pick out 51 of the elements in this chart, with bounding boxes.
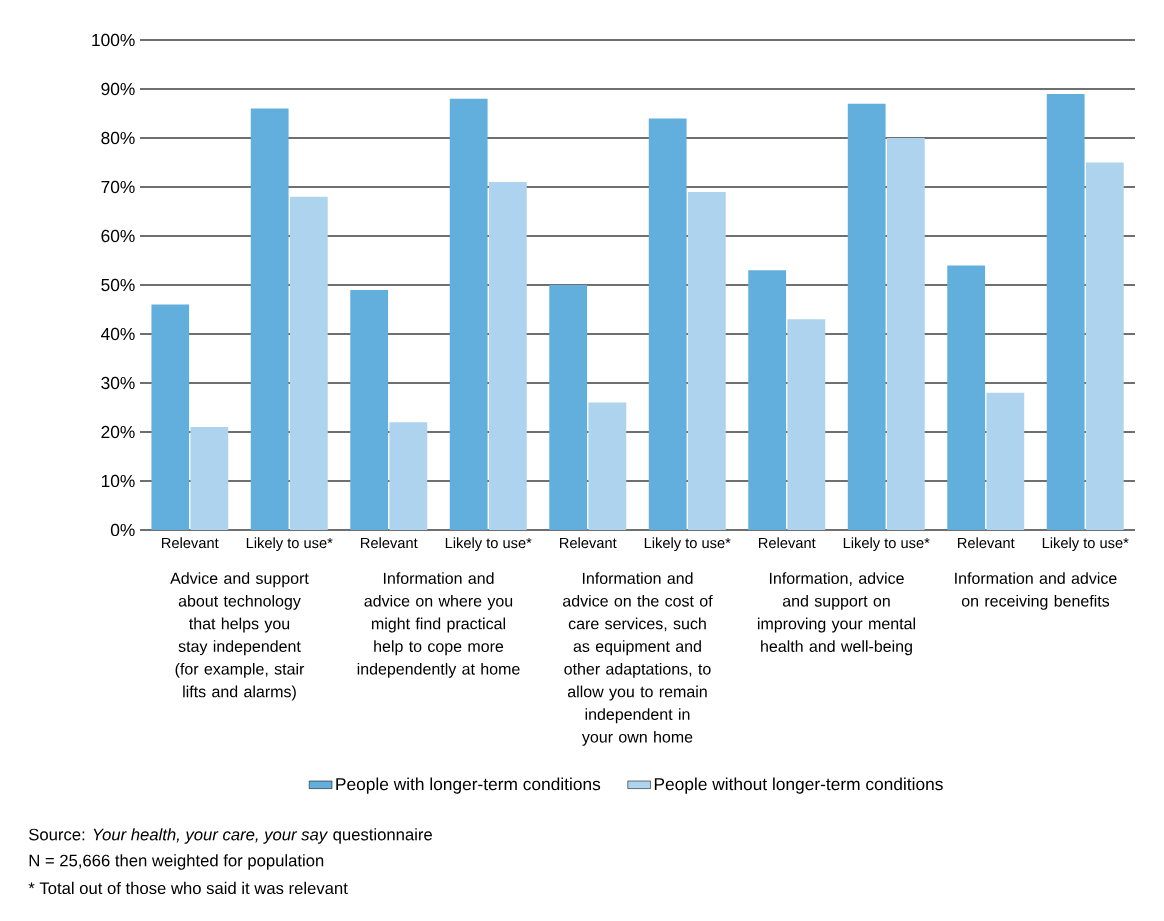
bar bbox=[289, 196, 328, 530]
x-tick-label: Likely to use* bbox=[644, 537, 731, 552]
y-tick-label: 20% bbox=[101, 425, 135, 439]
bar bbox=[847, 103, 886, 530]
bar bbox=[488, 182, 527, 530]
text: Information and advice on receiving benefits bbox=[955, 572, 1117, 610]
bar bbox=[648, 118, 687, 530]
y-tick-label: 10% bbox=[101, 474, 135, 488]
x-tick-label: Likely to use* bbox=[246, 537, 333, 552]
x-tick-label: Likely to use* bbox=[445, 537, 532, 552]
y-tick-label: 50% bbox=[101, 278, 135, 292]
y-tick-label: 30% bbox=[101, 376, 135, 390]
y-tick-label: 70% bbox=[101, 180, 135, 194]
bar bbox=[449, 98, 488, 530]
text: Information and advice on the cost of care services, such as equipment and other adaptations, to allow you to remain independent in your own home bbox=[563, 572, 713, 746]
x-tick-label: Relevant bbox=[361, 537, 418, 549]
bar bbox=[687, 191, 726, 530]
x-tick-label: Likely to use* bbox=[1042, 537, 1129, 552]
text: Advice and support about technology that helps you stay independent (for example, stair lifts and alarms) bbox=[170, 572, 309, 701]
text: Information, advice and support on improving your mental health and well-being bbox=[757, 572, 915, 656]
text: * Total out of those who said it was relevant bbox=[28, 881, 348, 895]
legend-label: People without longer-term conditions bbox=[654, 777, 943, 794]
y-tick-label: 0% bbox=[110, 523, 135, 537]
bar bbox=[947, 265, 986, 530]
source-note: Source: Your health, your care, your say questionnaire bbox=[29, 828, 432, 844]
x-tick-label: Relevant bbox=[560, 537, 617, 549]
bar bbox=[250, 108, 289, 530]
bar bbox=[1085, 162, 1124, 530]
y-tick-label: 100% bbox=[92, 33, 135, 47]
bar bbox=[549, 284, 588, 530]
bar bbox=[787, 319, 826, 530]
bar bbox=[389, 422, 428, 530]
legend-label: People with longer-term conditions bbox=[336, 777, 601, 794]
bar bbox=[986, 392, 1025, 530]
y-tick-label: 90% bbox=[101, 82, 135, 96]
x-tick-label: Likely to use* bbox=[843, 537, 930, 552]
bar bbox=[748, 270, 787, 530]
bar bbox=[588, 402, 627, 530]
x-tick-label: Relevant bbox=[759, 537, 816, 549]
x-tick-label: Relevant bbox=[162, 537, 219, 549]
bar bbox=[1046, 93, 1085, 530]
bar bbox=[886, 137, 925, 530]
text: Information and advice on where you might find practical help to cope more independently at home bbox=[357, 572, 520, 678]
bar bbox=[151, 304, 190, 530]
bar bbox=[350, 289, 389, 530]
text: N = 25,666 then weighted for population bbox=[29, 854, 324, 870]
y-tick-label: 80% bbox=[101, 131, 135, 145]
y-tick-label: 40% bbox=[101, 327, 135, 341]
bar bbox=[190, 427, 229, 530]
y-tick-label: 60% bbox=[101, 229, 135, 243]
x-tick-label: Relevant bbox=[958, 537, 1015, 549]
